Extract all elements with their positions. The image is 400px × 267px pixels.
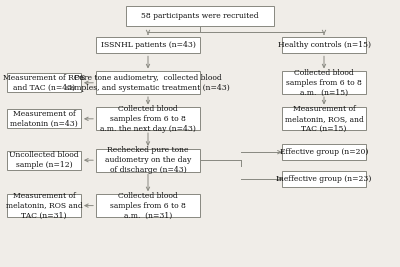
Text: Rechecked pure tone
audiometry on the day
of discharge (n=43): Rechecked pure tone audiometry on the da… (105, 146, 191, 174)
FancyBboxPatch shape (7, 194, 81, 217)
FancyBboxPatch shape (96, 194, 200, 217)
FancyBboxPatch shape (96, 37, 200, 53)
FancyBboxPatch shape (126, 6, 274, 26)
FancyBboxPatch shape (282, 37, 366, 53)
FancyBboxPatch shape (282, 171, 366, 187)
Text: Measurement of
melatonin, ROS and
TAC (n=31): Measurement of melatonin, ROS and TAC (n… (6, 192, 82, 219)
Text: Uncollected blood
sample (n=12): Uncollected blood sample (n=12) (9, 151, 79, 169)
FancyBboxPatch shape (7, 73, 81, 92)
FancyBboxPatch shape (7, 109, 81, 128)
Text: Healthy controls (n=15): Healthy controls (n=15) (278, 41, 370, 49)
Text: 58 participants were recruited: 58 participants were recruited (141, 12, 259, 20)
Text: Measurement of ROS
and TAC (n=43): Measurement of ROS and TAC (n=43) (3, 74, 85, 92)
Text: Pure tone audiometry,  collected blood
samples, and systematic treatment (n=43): Pure tone audiometry, collected blood sa… (66, 74, 230, 92)
Text: Collected blood
samples from 6 to 8
a.m.  (n=15): Collected blood samples from 6 to 8 a.m.… (286, 69, 362, 97)
Text: Measurement of
melatonin, ROS, and
TAC (n=15): Measurement of melatonin, ROS, and TAC (… (284, 105, 364, 133)
FancyBboxPatch shape (282, 72, 366, 94)
Text: ISSNHL patients (n=43): ISSNHL patients (n=43) (100, 41, 196, 49)
FancyBboxPatch shape (96, 107, 200, 130)
FancyBboxPatch shape (7, 151, 81, 170)
Text: Collected blood
samples from 6 to 8
a.m. the next day (n=43): Collected blood samples from 6 to 8 a.m.… (100, 105, 196, 133)
Text: Effective group (n=20): Effective group (n=20) (280, 148, 368, 156)
FancyBboxPatch shape (96, 149, 200, 171)
FancyBboxPatch shape (282, 107, 366, 130)
FancyBboxPatch shape (282, 144, 366, 160)
FancyBboxPatch shape (96, 72, 200, 94)
Text: Ineffective group (n=23): Ineffective group (n=23) (276, 175, 372, 183)
Text: Measurement of
melatonin (n=43): Measurement of melatonin (n=43) (10, 110, 78, 128)
Text: Collected blood
samples from 6 to 8
a.m.  (n=31): Collected blood samples from 6 to 8 a.m.… (110, 192, 186, 219)
